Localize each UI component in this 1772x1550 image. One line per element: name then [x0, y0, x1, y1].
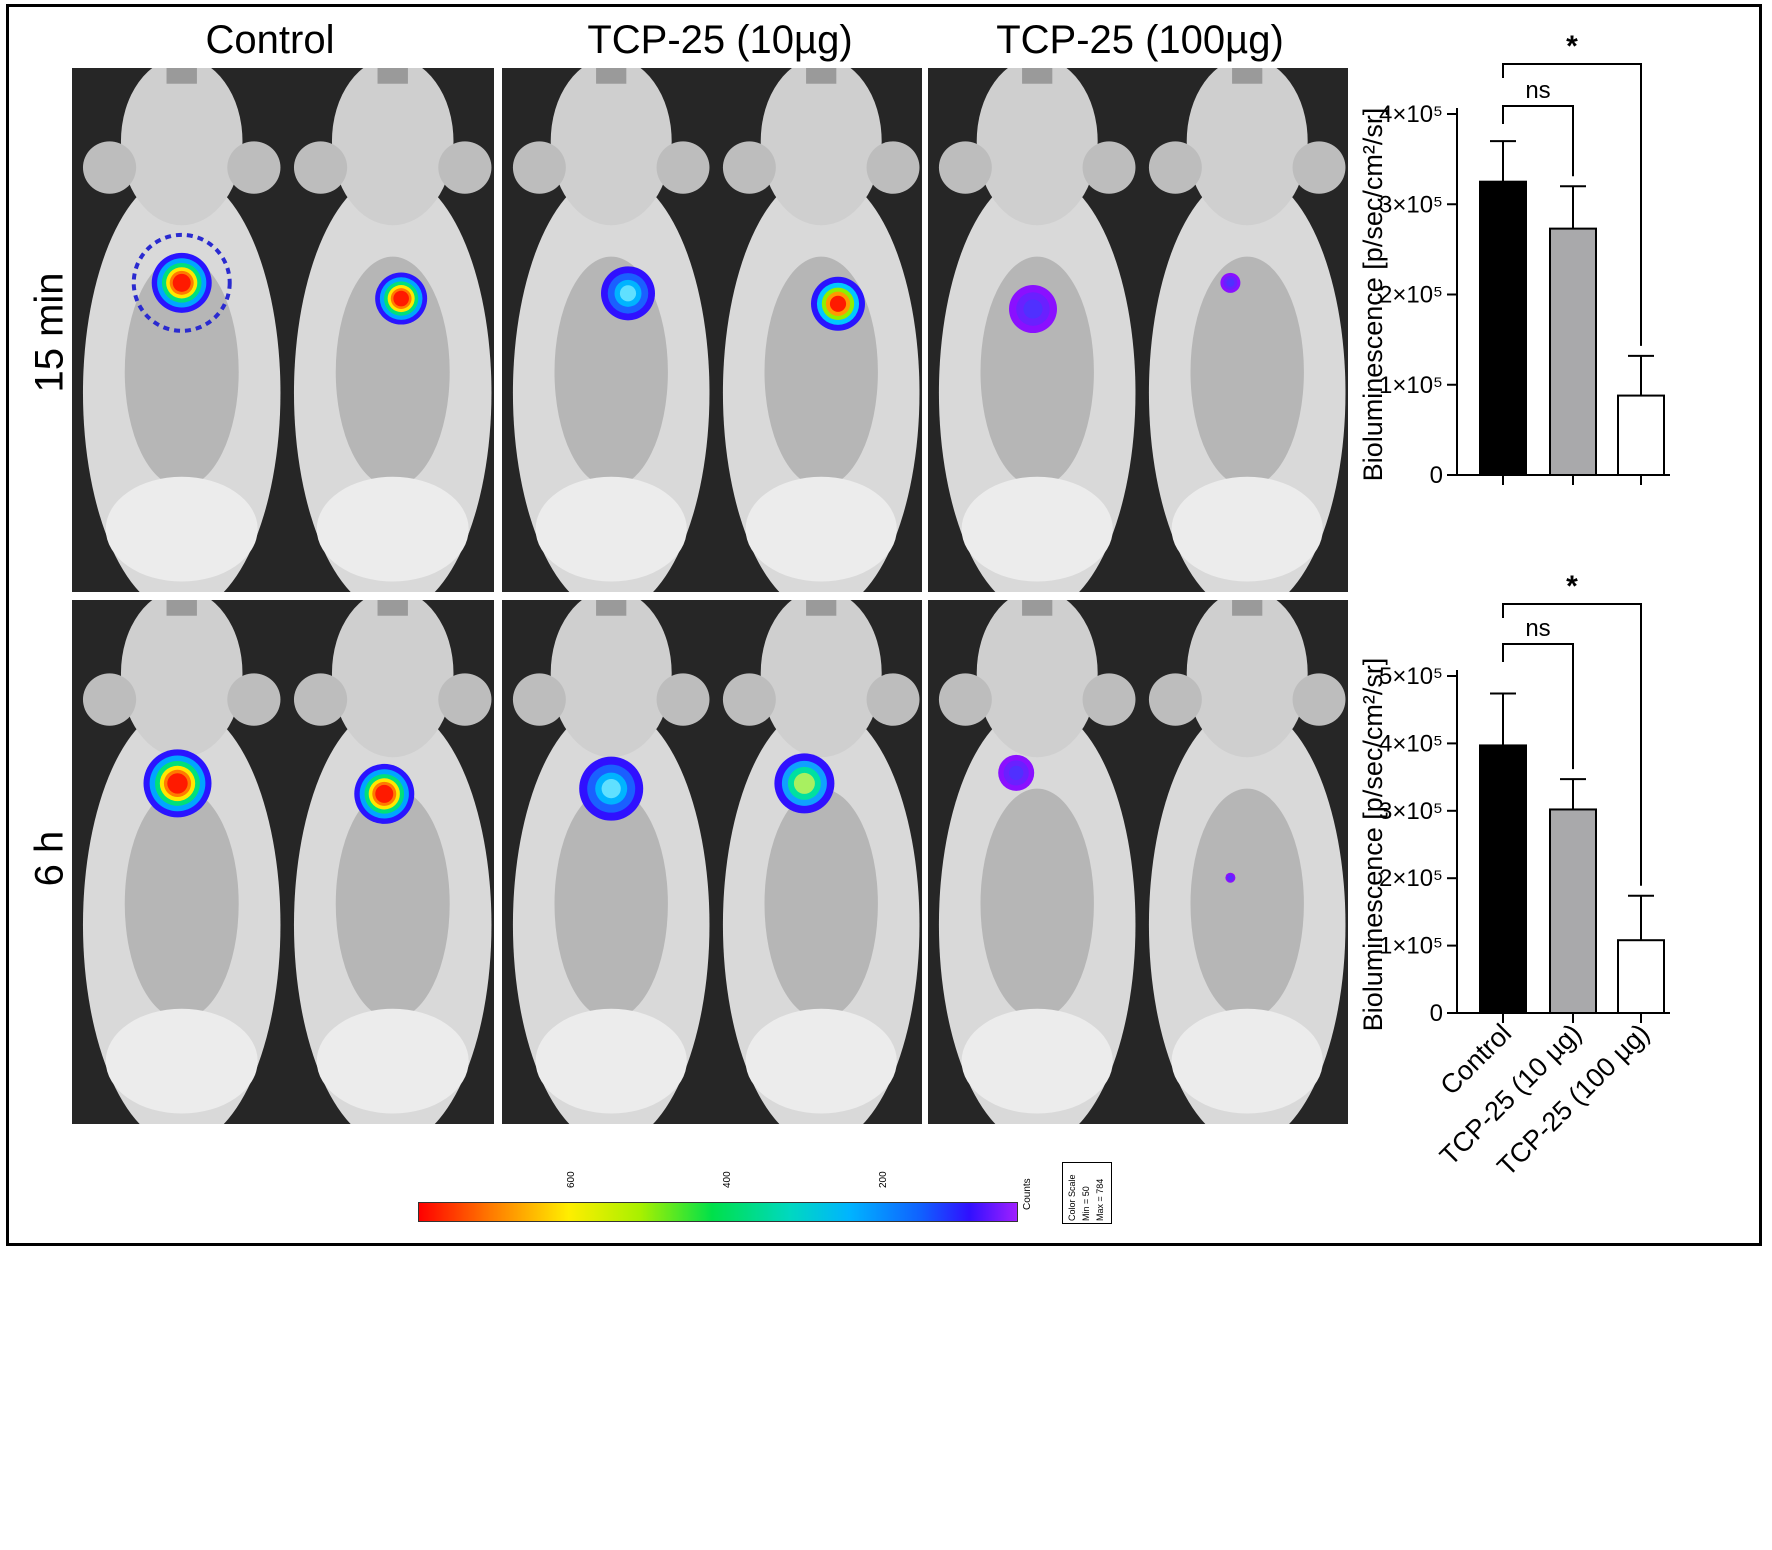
significance-label-star: *	[1566, 570, 1578, 603]
bar	[1479, 744, 1527, 1014]
signal-blob	[793, 772, 815, 794]
significance-bracket-star	[1502, 63, 1642, 346]
bar	[1617, 394, 1665, 476]
y-tick-label: 1×10⁵	[1379, 372, 1443, 399]
y-tick-label: 4×10⁵	[1379, 101, 1443, 128]
y-tick-label: 3×10⁵	[1379, 798, 1443, 825]
mouse-image-panel	[72, 68, 494, 592]
significance-bracket-ns	[1502, 105, 1574, 177]
roi-circle	[131, 232, 232, 333]
colorbar-ticks: 600 400 200 Counts	[418, 1171, 1033, 1210]
mouse-image-panel	[928, 600, 1348, 1124]
column-header-tcp100: TCP-25 (100µg)	[996, 18, 1284, 62]
signal-blob	[375, 784, 394, 803]
bioluminescence-image	[502, 600, 922, 1124]
mouse	[293, 600, 492, 1124]
mouse	[1148, 600, 1346, 1124]
mouse-image-panel	[502, 600, 922, 1124]
signal-blob	[172, 273, 191, 292]
bioluminescence-image	[928, 68, 1348, 592]
mouse	[82, 68, 281, 592]
significance-label-star: *	[1566, 30, 1578, 63]
mouse	[512, 600, 710, 1124]
colorbar-tick-200: 200	[878, 1171, 889, 1188]
mouse	[293, 68, 492, 592]
mouse	[938, 600, 1136, 1124]
bar	[1549, 808, 1597, 1014]
color-scale-max: Max = 784	[1095, 1178, 1105, 1221]
colorbar-units: Counts	[1022, 1178, 1033, 1210]
y-axis-label: Bioluminescence [p/sec/cm²/sr]	[1358, 658, 1388, 1032]
significance-bracket-star	[1502, 603, 1642, 886]
figure-frame	[6, 4, 1762, 1246]
bioluminescence-image	[72, 68, 494, 592]
mouse-image-panel	[502, 68, 922, 592]
signal-blob	[1228, 875, 1233, 880]
signal-blob	[619, 285, 637, 302]
mouse	[938, 68, 1136, 592]
colorbar	[418, 1202, 1018, 1222]
bioluminescence-image	[72, 600, 494, 1124]
signal-blob	[829, 295, 847, 312]
colorbar-tick-400: 400	[722, 1171, 733, 1188]
bioluminescence-image	[502, 68, 922, 592]
y-tick-label: 5×10⁵	[1379, 663, 1443, 690]
signal-blob	[1023, 299, 1043, 319]
color-scale-min: Min = 50	[1081, 1186, 1091, 1221]
column-header-control: Control	[205, 18, 335, 62]
bar	[1617, 939, 1665, 1015]
mouse-image-panel	[72, 600, 494, 1124]
column-header-tcp10: TCP-25 (10µg)	[587, 18, 853, 62]
y-axis-label: Bioluminescence [p/sec/cm²/sr]	[1358, 108, 1388, 482]
signal-blob	[1009, 765, 1024, 781]
color-scale-box: Color Scale Min = 50 Max = 784	[1062, 1162, 1112, 1224]
y-tick-label: 0	[1430, 462, 1443, 489]
y-tick-label: 1×10⁵	[1379, 933, 1443, 960]
bar-chart-6h: 0 1×10⁵ 2×10⁵ 3×10⁵ 4×10⁵ 5×10⁵Bioluminescenc…	[1358, 570, 1670, 1182]
y-tick-label: 2×10⁵	[1379, 865, 1443, 892]
y-tick-label: 3×10⁵	[1379, 191, 1443, 218]
row-header-6h: 6 h	[27, 830, 72, 887]
mouse	[82, 600, 281, 1124]
significance-label-ns: ns	[1525, 77, 1550, 104]
bioluminescence-image	[928, 600, 1348, 1124]
y-tick-label: 4×10⁵	[1379, 730, 1443, 757]
mouse	[722, 600, 920, 1124]
y-tick-label: 2×10⁵	[1379, 282, 1443, 309]
significance-label-ns: ns	[1525, 615, 1550, 642]
mouse-image-panel	[928, 68, 1348, 592]
signal-blob	[167, 773, 188, 794]
signal-blob	[601, 779, 621, 799]
colorbar-tick-600: 600	[566, 1171, 577, 1188]
y-tick-label: 0	[1430, 1000, 1443, 1027]
signal-blob	[393, 290, 409, 307]
mouse	[722, 68, 920, 592]
significance-bracket-ns	[1502, 643, 1574, 770]
bar	[1549, 227, 1597, 476]
mouse	[1148, 68, 1346, 592]
color-scale-title: Color Scale	[1067, 1174, 1077, 1221]
bar	[1479, 180, 1527, 476]
signal-blob	[1226, 278, 1235, 287]
row-header-15min: 15 min	[27, 272, 72, 393]
mouse	[512, 68, 710, 592]
